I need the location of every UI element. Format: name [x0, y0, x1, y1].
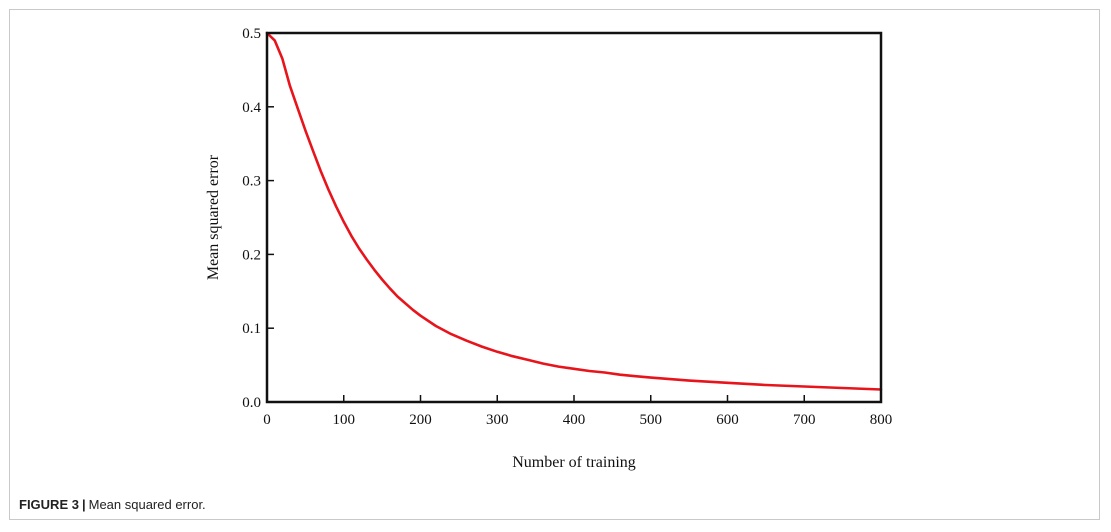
x-tick-label: 800: [870, 412, 893, 428]
figure-number: FIGURE 3: [19, 497, 79, 512]
x-tick-label: 0: [263, 412, 271, 428]
caption-separator: |: [81, 497, 86, 512]
y-tick-label: 0.0: [242, 395, 261, 411]
caption-text: Mean squared error.: [88, 497, 206, 512]
x-tick-label: 500: [640, 412, 663, 428]
y-tick-label: 0.3: [242, 174, 261, 190]
figure-frame: [9, 9, 1100, 520]
x-tick-label: 400: [563, 412, 586, 428]
x-axis-label: Number of training: [512, 454, 636, 471]
y-tick-label: 0.5: [242, 26, 261, 42]
figure-caption: FIGURE 3 | Mean squared error.: [19, 497, 206, 512]
x-tick-label: 300: [486, 412, 509, 428]
x-tick-label: 100: [333, 412, 356, 428]
y-tick-label: 0.2: [242, 247, 261, 263]
x-tick-label: 600: [716, 412, 739, 428]
mse-curve: [265, 31, 883, 391]
y-tick-label: 0.4: [242, 100, 261, 116]
plot-area-frame: [265, 31, 883, 404]
x-axis-ticks: 0 100 200 300 400 500 600 700 800: [263, 395, 892, 428]
y-axis-ticks: 0.0 0.1 0.2 0.3 0.4 0.5: [242, 26, 274, 411]
y-tick-label: 0.1: [242, 321, 261, 337]
x-tick-label: 700: [793, 412, 816, 428]
x-tick-label: 200: [409, 412, 432, 428]
y-axis-label: Mean squared error: [205, 154, 222, 280]
